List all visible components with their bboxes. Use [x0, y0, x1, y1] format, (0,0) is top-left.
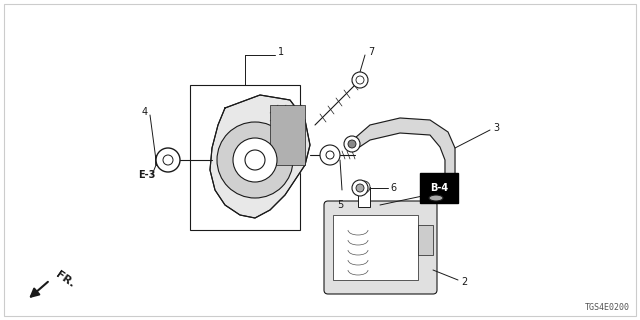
Text: 4: 4	[142, 107, 148, 117]
Circle shape	[358, 181, 370, 193]
Text: 6: 6	[390, 183, 396, 193]
Bar	[358, 187, 370, 207]
Polygon shape	[210, 95, 310, 218]
Circle shape	[344, 136, 360, 152]
Text: 5: 5	[337, 200, 343, 210]
Text: FR.: FR.	[54, 270, 77, 290]
Bar	[270, 105, 305, 165]
FancyBboxPatch shape	[324, 201, 437, 294]
Bar	[418, 225, 433, 255]
Text: E-3: E-3	[138, 170, 156, 180]
Circle shape	[356, 184, 364, 192]
Circle shape	[356, 76, 364, 84]
Polygon shape	[355, 118, 455, 200]
Bar	[333, 215, 418, 280]
Circle shape	[352, 72, 368, 88]
Circle shape	[217, 122, 293, 198]
Text: B-4: B-4	[430, 183, 448, 193]
Bar	[190, 85, 300, 230]
Circle shape	[352, 180, 368, 196]
Circle shape	[348, 140, 356, 148]
Text: 3: 3	[493, 123, 499, 133]
Circle shape	[320, 145, 340, 165]
Circle shape	[326, 151, 334, 159]
Text: B-4: B-4	[430, 183, 448, 193]
Text: 7: 7	[368, 47, 374, 57]
Text: TGS4E0200: TGS4E0200	[585, 303, 630, 312]
Text: 2: 2	[461, 277, 467, 287]
Circle shape	[245, 150, 265, 170]
Circle shape	[163, 155, 173, 165]
Text: 1: 1	[278, 47, 284, 57]
Circle shape	[233, 138, 277, 182]
Circle shape	[156, 148, 180, 172]
Ellipse shape	[429, 195, 443, 201]
